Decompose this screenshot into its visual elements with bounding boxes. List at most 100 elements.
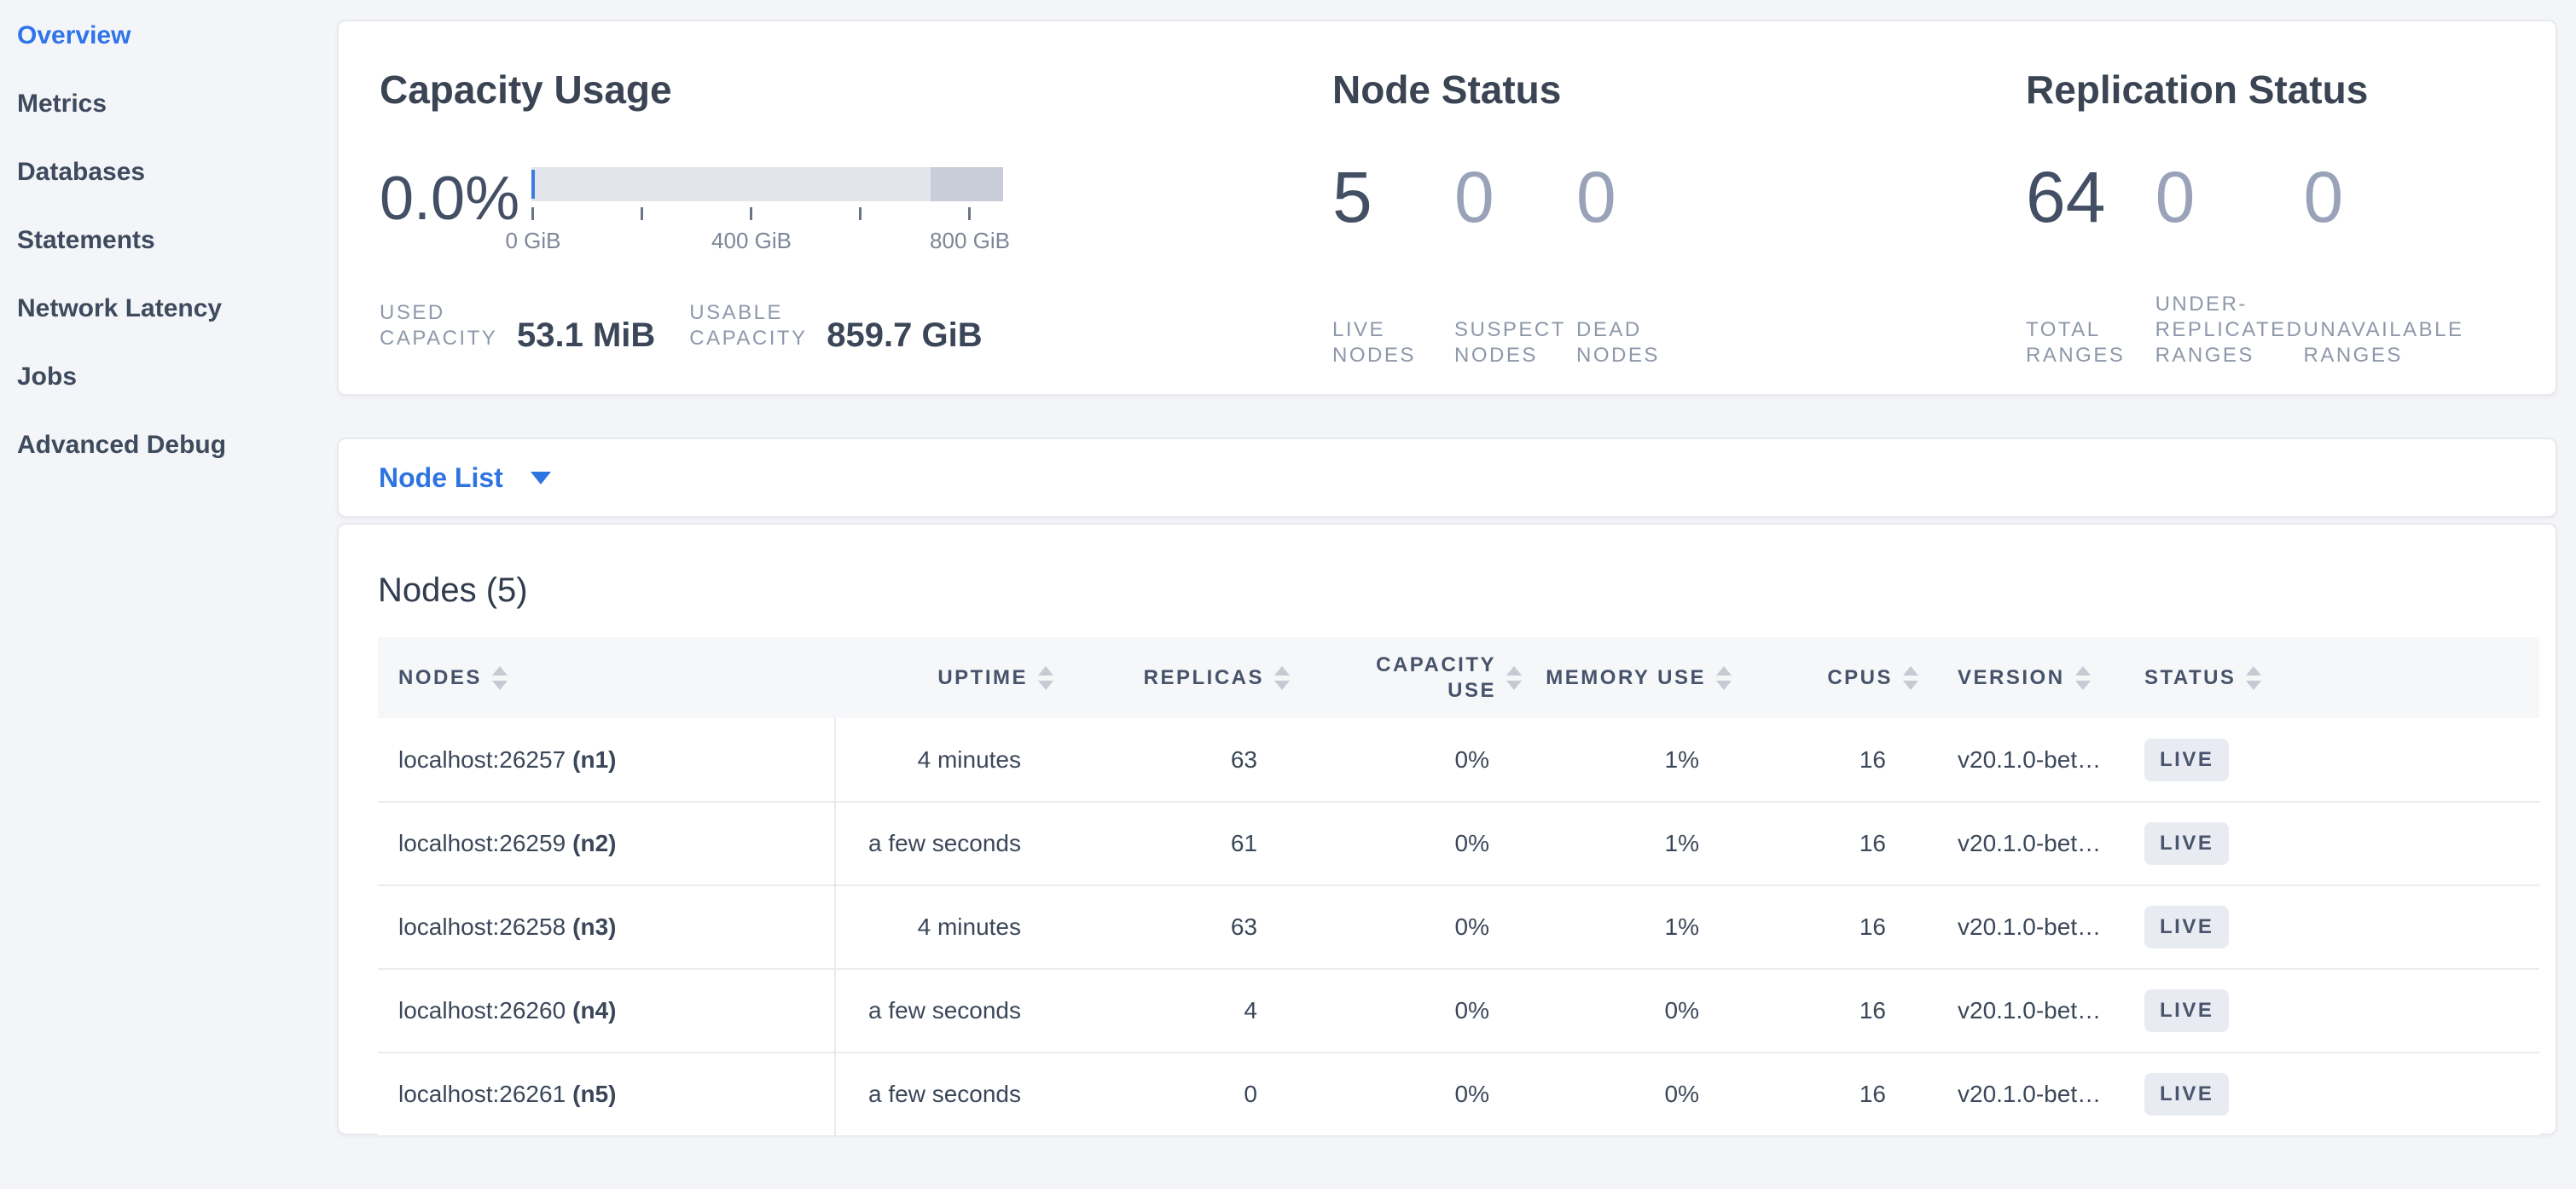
sidebar-item-statements[interactable]: Statements bbox=[17, 226, 155, 254]
cell-status: LIVE bbox=[2100, 1053, 2539, 1137]
column-header-status[interactable]: STATUS bbox=[2100, 637, 2539, 718]
sidebar-item-overview[interactable]: Overview bbox=[17, 21, 131, 49]
node-address: localhost:26258 bbox=[398, 914, 566, 940]
sidebar-item-databases[interactable]: Databases bbox=[17, 158, 146, 186]
sidebar-item-network-latency[interactable]: Network Latency bbox=[17, 294, 223, 322]
node-status-section: Node Status 5 LIVE NODES 0 SUSPECT NODES… bbox=[1332, 66, 2026, 394]
cell-capacity-use: 0% bbox=[1290, 885, 1522, 970]
cell-version: v20.1.0-bet… bbox=[1918, 802, 2100, 886]
cell-replicas: 63 bbox=[1053, 885, 1290, 970]
table-row[interactable]: localhost:26257 (n1) 4 minutes 63 0% 1% 1… bbox=[378, 718, 2539, 803]
column-header-cpus[interactable]: CPUS bbox=[1732, 637, 1918, 718]
gauge-tick-label: 800 GiB bbox=[930, 228, 1010, 253]
cell-replicas: 61 bbox=[1053, 802, 1290, 886]
cell-cpus: 16 bbox=[1732, 1053, 1918, 1137]
unavailable-ranges-stat: 0 UNAVAILABLE RANGES bbox=[2303, 160, 2515, 368]
sort-arrows-icon bbox=[2246, 665, 2262, 690]
capacity-usage-section: Capacity Usage 0.0% 0 GiB 400 GiB 800 Gi… bbox=[380, 66, 1332, 394]
cell-node-name: localhost:26259 (n2) bbox=[378, 802, 836, 886]
sort-arrows-icon bbox=[1903, 665, 1918, 690]
cell-status: LIVE bbox=[2100, 969, 2539, 1053]
cell-cpus: 16 bbox=[1732, 969, 1918, 1053]
cluster-summary-card: Capacity Usage 0.0% 0 GiB 400 GiB 800 Gi… bbox=[337, 20, 2557, 396]
cell-uptime: a few seconds bbox=[835, 802, 1053, 886]
node-status-title: Node Status bbox=[1332, 67, 1562, 112]
status-badge: LIVE bbox=[2144, 989, 2230, 1032]
cell-node-name: localhost:26257 (n1) bbox=[378, 718, 836, 803]
live-nodes-value: 5 bbox=[1332, 157, 1372, 237]
sidebar-item-metrics[interactable]: Metrics bbox=[17, 90, 107, 118]
node-address: localhost:26260 bbox=[398, 997, 566, 1024]
suspect-nodes-value: 0 bbox=[1454, 157, 1494, 237]
cell-status: LIVE bbox=[2100, 885, 2539, 970]
nodes-table: NODES UPTIME REPLICAS CAPACITY USE M bbox=[378, 637, 2539, 1137]
suspect-nodes-stat: 0 SUSPECT NODES bbox=[1454, 160, 1576, 368]
sidebar-item-advanced-debug[interactable]: Advanced Debug bbox=[17, 431, 227, 459]
cell-memory-use: 1% bbox=[1522, 802, 1732, 886]
cell-memory-use: 0% bbox=[1522, 1053, 1732, 1137]
table-row[interactable]: localhost:26258 (n3) 4 minutes 63 0% 1% 1… bbox=[378, 885, 2539, 970]
node-id: (n2) bbox=[572, 830, 617, 856]
cell-cpus: 16 bbox=[1732, 718, 1918, 803]
cell-status: LIVE bbox=[2100, 802, 2539, 886]
column-header-nodes[interactable]: NODES bbox=[378, 637, 835, 718]
cell-version: v20.1.0-bet… bbox=[1918, 718, 2100, 803]
used-capacity-stat: USED CAPACITY 53.1 MiB bbox=[380, 300, 655, 354]
unavailable-ranges-label: UNAVAILABLE RANGES bbox=[2303, 318, 2464, 367]
status-badge: LIVE bbox=[2144, 1073, 2230, 1116]
usable-capacity-stat: USABLE CAPACITY 859.7 GiB bbox=[689, 300, 982, 354]
cell-memory-use: 1% bbox=[1522, 885, 1732, 970]
dead-nodes-label: DEAD NODES bbox=[1576, 318, 1660, 367]
cell-capacity-use: 0% bbox=[1290, 718, 1522, 803]
cell-version: v20.1.0-bet… bbox=[1918, 1053, 2100, 1137]
column-header-replicas[interactable]: REPLICAS bbox=[1053, 637, 1290, 718]
status-badge: LIVE bbox=[2144, 822, 2230, 865]
table-row[interactable]: localhost:26260 (n4) a few seconds 4 0% 0… bbox=[378, 969, 2539, 1053]
node-address: localhost:26261 bbox=[398, 1081, 566, 1107]
node-address: localhost:26257 bbox=[398, 745, 566, 773]
node-id: (n3) bbox=[572, 914, 617, 940]
used-capacity-label: USED CAPACITY bbox=[380, 301, 498, 350]
sort-arrows-icon bbox=[1038, 665, 1053, 690]
sort-arrows-icon bbox=[1274, 665, 1290, 690]
node-list-dropdown[interactable]: Node List bbox=[337, 438, 2557, 518]
total-ranges-label: TOTAL RANGES bbox=[2026, 318, 2126, 367]
capacity-gauge-bar bbox=[531, 167, 1003, 201]
node-id: (n1) bbox=[572, 745, 617, 773]
status-badge: LIVE bbox=[2144, 738, 2230, 781]
cell-memory-use: 1% bbox=[1522, 718, 1732, 803]
cell-uptime: 4 minutes bbox=[835, 885, 1053, 970]
sort-arrows-icon bbox=[1716, 665, 1732, 690]
replication-status-section: Replication Status 64 TOTAL RANGES 0 UND… bbox=[2026, 66, 2515, 394]
under-replicated-ranges-stat: 0 UNDER-REPLICATED RANGES bbox=[2155, 160, 2304, 368]
capacity-other-segment bbox=[931, 167, 1003, 201]
cell-version: v20.1.0-bet… bbox=[1918, 969, 2100, 1053]
cell-capacity-use: 0% bbox=[1290, 802, 1522, 886]
capacity-used-percent: 0.0% bbox=[380, 165, 520, 233]
capacity-gauge-ticks bbox=[531, 207, 1009, 221]
nodes-table-card: Nodes (5) NODES UPTIME REPLICAS bbox=[337, 523, 2557, 1137]
dead-nodes-stat: 0 DEAD NODES bbox=[1576, 160, 1698, 368]
node-list-dropdown-label[interactable]: Node List bbox=[379, 461, 503, 493]
used-capacity-value: 53.1 MiB bbox=[517, 316, 656, 354]
usable-capacity-label: USABLE CAPACITY bbox=[689, 301, 808, 350]
cell-cpus: 16 bbox=[1732, 885, 1918, 970]
table-row[interactable]: localhost:26261 (n5) a few seconds 0 0% 0… bbox=[378, 1053, 2539, 1137]
live-nodes-stat: 5 LIVE NODES bbox=[1332, 160, 1454, 368]
cell-capacity-use: 0% bbox=[1290, 969, 1522, 1053]
cell-uptime: a few seconds bbox=[835, 969, 1053, 1053]
status-badge: LIVE bbox=[2144, 906, 2230, 948]
table-row[interactable]: localhost:26259 (n2) a few seconds 61 0% … bbox=[378, 802, 2539, 886]
total-ranges-stat: 64 TOTAL RANGES bbox=[2026, 160, 2155, 368]
column-header-memory-use[interactable]: MEMORY USE bbox=[1522, 637, 1732, 718]
cell-status: LIVE bbox=[2100, 718, 2539, 803]
replication-status-title: Replication Status bbox=[2026, 67, 2369, 112]
column-header-capacity-use[interactable]: CAPACITY USE bbox=[1290, 637, 1522, 718]
dead-nodes-value: 0 bbox=[1576, 157, 1616, 237]
sidebar-item-jobs[interactable]: Jobs bbox=[17, 362, 78, 391]
cell-replicas: 63 bbox=[1053, 718, 1290, 803]
column-header-uptime[interactable]: UPTIME bbox=[835, 637, 1053, 718]
column-header-version[interactable]: VERSION bbox=[1918, 637, 2100, 718]
cell-cpus: 16 bbox=[1732, 802, 1918, 886]
sort-arrows-icon bbox=[2074, 665, 2091, 690]
